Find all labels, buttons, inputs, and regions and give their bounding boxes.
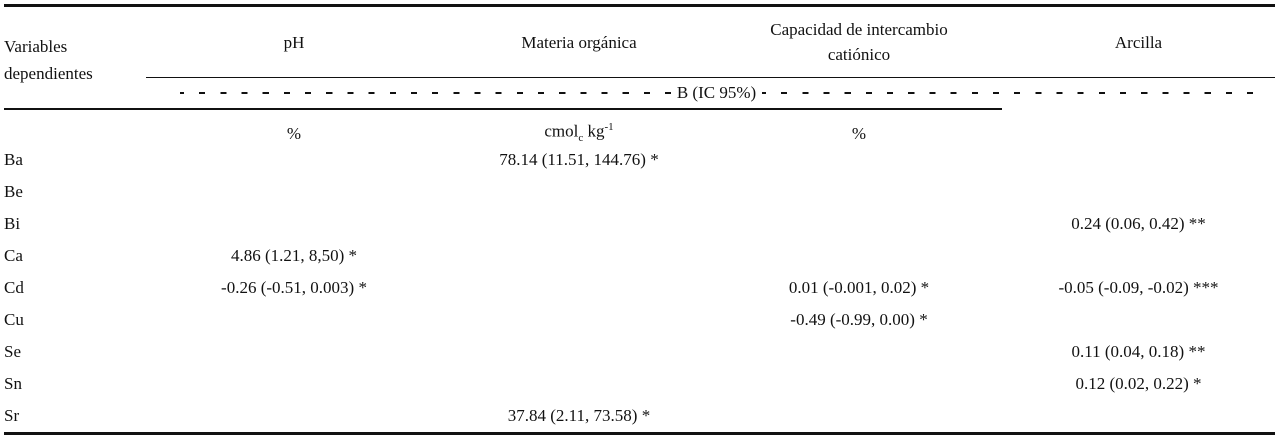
header-cell: pH <box>146 5 442 78</box>
data-cell: 78.14 (11.51, 144.76) * <box>499 150 659 169</box>
data-cell <box>1002 176 1275 208</box>
row-label: Cu <box>4 310 24 329</box>
data-cell <box>716 368 1002 400</box>
unit: % <box>286 124 302 143</box>
data-row: Sn 0.12 (0.02, 0.22) * <box>4 368 1275 400</box>
data-cell <box>442 208 716 240</box>
results-table: Variables dependientes pH Materia orgáni… <box>4 4 1275 435</box>
data-cell <box>442 240 716 272</box>
subheader: B (IC 95%) <box>676 83 757 102</box>
data-cell: -0.26 (-0.51, 0.003) * <box>221 278 367 297</box>
row-label: Ca <box>4 246 23 265</box>
row-label: Ba <box>4 150 23 169</box>
unit-sub: c <box>578 132 584 144</box>
data-cell: -0.49 (-0.99, 0.00) * <box>790 310 928 329</box>
row-label: Sn <box>4 374 22 393</box>
data-cell <box>716 400 1002 434</box>
row-label: Cd <box>4 278 24 297</box>
data-row: Sr 37.84 (2.11, 73.58) * <box>4 400 1275 434</box>
units-cell <box>4 108 146 144</box>
data-cell <box>716 240 1002 272</box>
data-cell <box>146 304 442 336</box>
header-cell: Arcilla <box>1002 5 1275 78</box>
data-cell: 0.01 (-0.001, 0.02) * <box>788 278 930 297</box>
header-row: Variables dependientes pH Materia orgáni… <box>4 5 1275 83</box>
unit-mid: kg <box>583 121 605 141</box>
unit: % <box>851 124 867 143</box>
data-cell <box>716 336 1002 368</box>
data-cell <box>442 304 716 336</box>
row-label: Bi <box>4 214 21 233</box>
data-cell: 0.12 (0.02, 0.22) * <box>1075 374 1202 393</box>
header-cell: Variables dependientes <box>4 36 93 83</box>
data-cell <box>442 176 716 208</box>
data-row: Ba 78.14 (11.51, 144.76) * <box>4 144 1275 176</box>
dashed-rule <box>180 92 671 94</box>
data-cell <box>1002 240 1275 272</box>
data-cell: 0.24 (0.06, 0.42) ** <box>1071 214 1206 233</box>
data-cell <box>146 176 442 208</box>
data-cell <box>442 272 716 304</box>
data-cell: -0.05 (-0.09, -0.02) *** <box>1058 278 1219 297</box>
units-cell: % <box>146 108 442 144</box>
data-row: Cd -0.26 (-0.51, 0.003) * 0.01 (-0.001, 0.… <box>4 272 1275 304</box>
units-row: % cmolc kg-1% <box>4 108 1275 144</box>
unit-base: cmol <box>544 121 579 141</box>
data-cell <box>442 336 716 368</box>
row-label: Be <box>4 182 23 201</box>
data-row: Bi 0.24 (0.06, 0.42) ** <box>4 208 1275 240</box>
data-cell <box>146 400 442 434</box>
data-cell <box>716 176 1002 208</box>
row-label: Sr <box>4 406 20 425</box>
dashed-rule <box>762 92 1254 94</box>
data-cell: 37.84 (2.11, 73.58) * <box>507 406 651 425</box>
data-cell: 4.86 (1.21, 8,50) * <box>230 246 358 265</box>
data-cell <box>1002 304 1275 336</box>
data-row: Be <box>4 176 1275 208</box>
data-cell <box>1002 400 1275 434</box>
data-cell <box>146 208 442 240</box>
units-cell: cmolc kg-1 <box>442 108 716 144</box>
data-cell <box>716 208 1002 240</box>
row-label: Se <box>4 342 21 361</box>
data-cell <box>146 144 442 176</box>
data-cell <box>1002 144 1275 176</box>
subheader-cell: B (IC 95%) <box>146 78 1275 110</box>
header-cell: Materia orgánica <box>442 5 716 78</box>
data-row: Cu -0.49 (-0.99, 0.00) * <box>4 304 1275 336</box>
data-cell <box>716 144 1002 176</box>
subheader-row: B (IC 95%) <box>4 78 1275 110</box>
data-row: Se 0.11 (0.04, 0.18) ** <box>4 336 1275 368</box>
data-cell <box>146 336 442 368</box>
table-body: % cmolc kg-1% Ba 78.14 (11.51, 144.76) * Be B… <box>4 108 1275 434</box>
unit-sup: -1 <box>604 120 614 133</box>
data-cell: 0.11 (0.04, 0.18) ** <box>1071 342 1206 361</box>
data-cell <box>146 368 442 400</box>
header-cell: Capacidad de intercambio catiónico <box>716 5 1002 78</box>
data-row: Ca 4.86 (1.21, 8,50) * <box>4 240 1275 272</box>
data-cell <box>442 368 716 400</box>
units-cell: % <box>716 108 1002 144</box>
